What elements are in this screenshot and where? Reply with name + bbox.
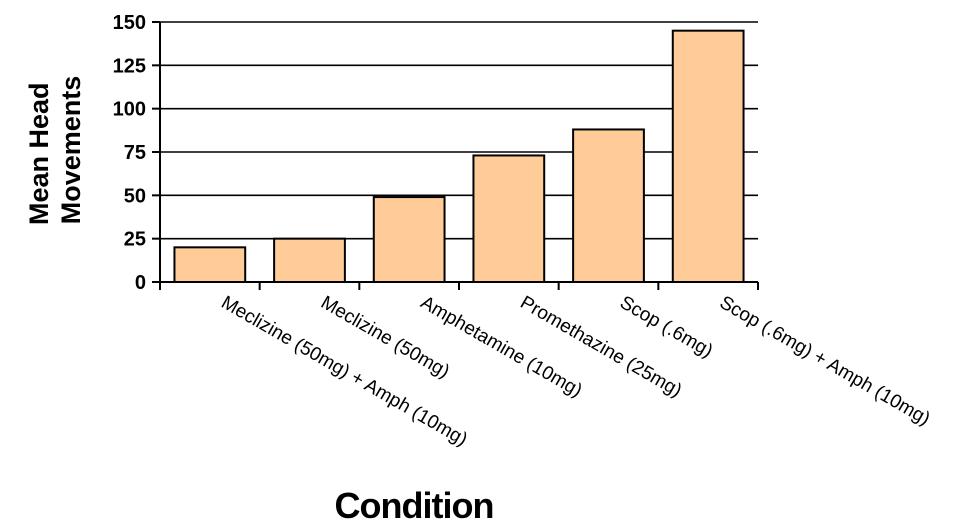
bar [173,246,247,283]
bar [472,154,546,283]
bar [572,128,645,283]
x-axis-label: Condition [335,485,494,526]
x-tick-label: Scop (.6mg) + Amph (10mg) [716,292,934,430]
y-axis-label-line-2: Movements [56,76,86,225]
y-axis-label-line-1: Mean Head [24,82,54,225]
bars [173,29,745,284]
y-tick-label: 50 [124,185,146,207]
y-tick-label: 100 [113,99,146,121]
bar [372,196,446,283]
y-tick-labels: 0 25 50 75 100 125 150 [113,12,160,294]
x-tick-labels: Meclizine (50mg) + Amph (10mg)Meclizine … [159,282,934,451]
y-axis-label: Mean Head Movements [24,75,86,225]
y-tick-label: 75 [124,142,146,164]
x-tick-label: Amphetamine (10mg) [417,292,586,402]
y-tick-label: 25 [124,229,146,251]
bar [273,237,346,284]
y-tick-label: 150 [113,12,146,34]
y-tick-label: 125 [113,55,146,77]
bar [671,29,745,283]
gridlines [160,21,758,240]
x-tick-label: Promethazine (25mg) [517,292,686,402]
y-tick-label: 0 [135,272,146,294]
